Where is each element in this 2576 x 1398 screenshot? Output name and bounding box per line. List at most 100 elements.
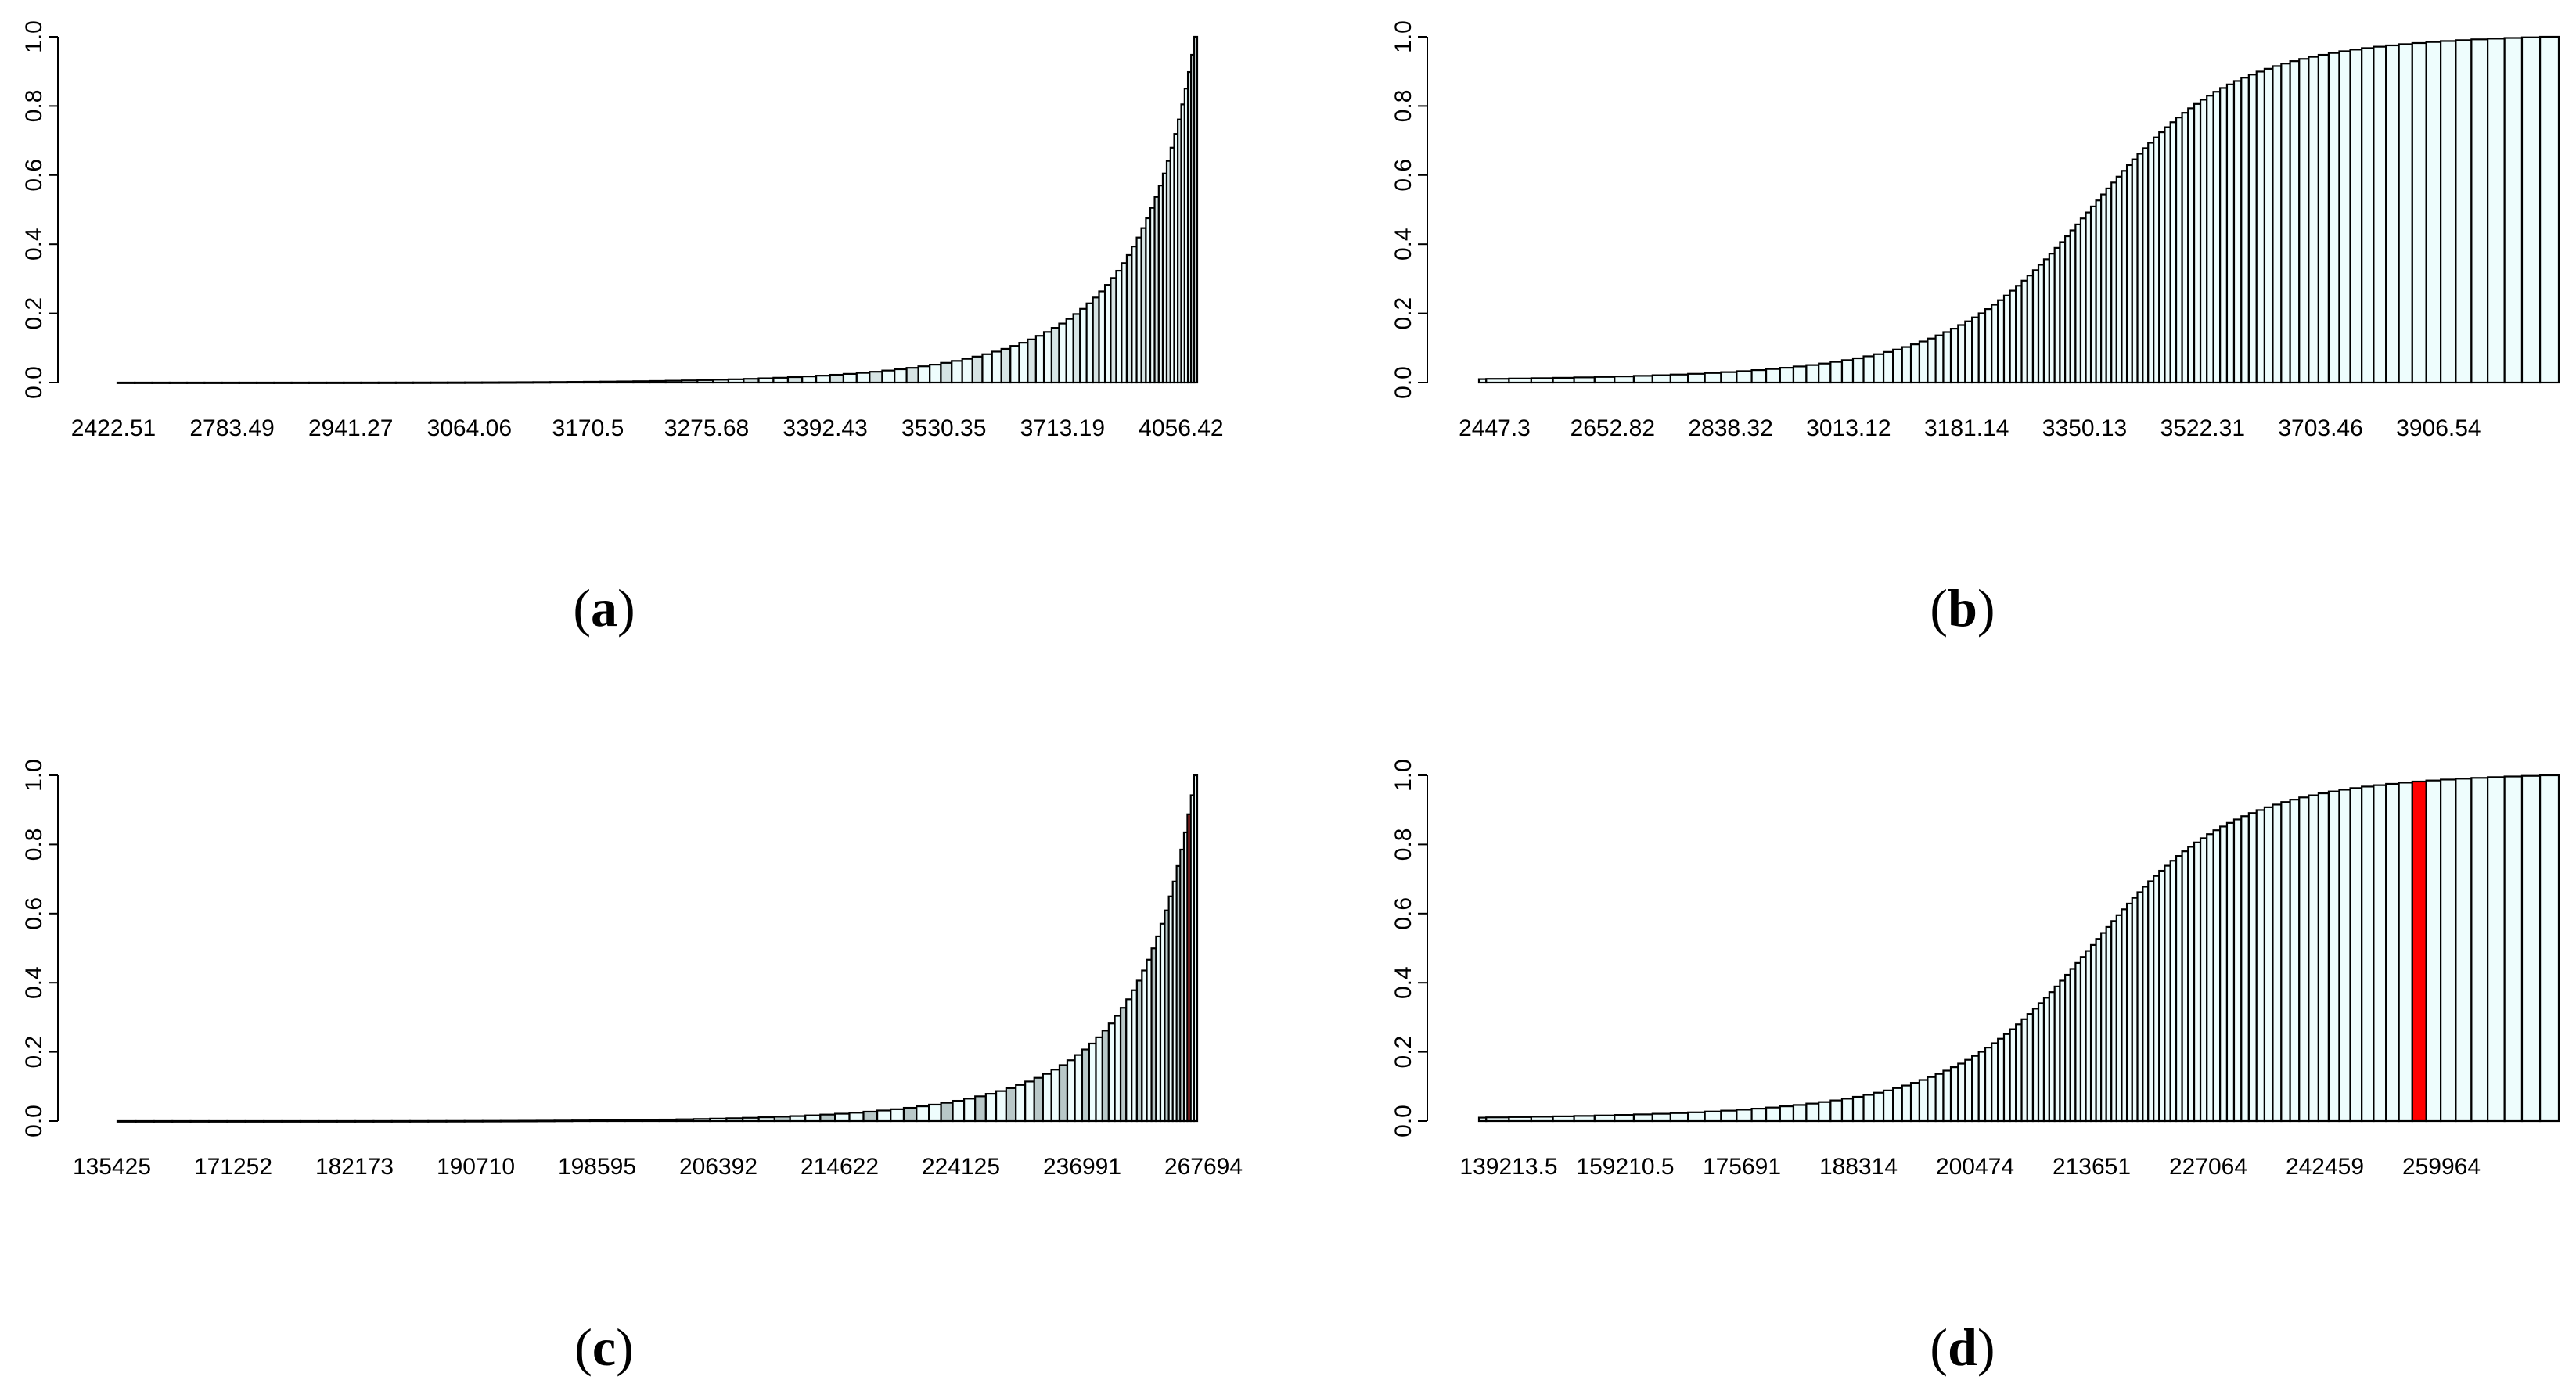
bar <box>1957 1062 1966 1123</box>
bar <box>1971 1055 1980 1123</box>
bar <box>743 378 760 384</box>
bar <box>1050 327 1060 384</box>
bar <box>1593 376 1616 384</box>
bar <box>1614 1114 1635 1123</box>
x-tick-label: 2941.27 <box>308 415 393 441</box>
bar <box>153 1119 174 1123</box>
bar <box>2487 38 2506 384</box>
bar <box>2317 53 2330 384</box>
bar <box>1704 372 1722 384</box>
y-tick-label: 0.6 <box>1391 159 1416 192</box>
bar <box>207 1119 228 1123</box>
bar-highlighted <box>2411 780 2427 1123</box>
bar <box>1074 1054 1084 1123</box>
bar <box>829 373 845 384</box>
bar <box>963 1098 977 1123</box>
bar <box>2385 782 2400 1123</box>
bar <box>1977 312 1987 384</box>
bar <box>1573 1115 1596 1123</box>
bar <box>1829 1099 1844 1123</box>
bar <box>984 1093 998 1123</box>
x-tick-label: 171252 <box>194 1154 272 1180</box>
bar <box>928 1103 942 1123</box>
bar <box>819 1113 836 1123</box>
bar <box>1792 365 1808 384</box>
bar <box>263 1119 283 1123</box>
y-tick-label: 0.0 <box>21 1105 47 1137</box>
bar <box>1530 377 1554 384</box>
x-tick-label: 198595 <box>558 1154 636 1180</box>
bar <box>2002 294 2011 384</box>
x-tick-label: 175691 <box>1703 1154 1781 1180</box>
y-axis-a: 0.0 0.2 0.4 0.6 0.8 1.0 <box>21 20 59 399</box>
x-tick-label: 139213.5 <box>1459 1154 1557 1180</box>
x-tick-label: 214622 <box>801 1154 879 1180</box>
bar <box>588 1119 609 1123</box>
bar <box>815 375 831 384</box>
bar <box>2308 56 2320 384</box>
bar <box>1552 1115 1575 1123</box>
bar <box>2199 837 2208 1123</box>
y-tick-label: 0.8 <box>21 828 47 861</box>
panel-label-b: (b) <box>1930 578 1995 638</box>
x-tick-label: 3181.14 <box>1924 415 2009 441</box>
bar <box>2398 43 2413 384</box>
bar <box>1005 1087 1017 1123</box>
y-tick-label: 0.8 <box>1391 828 1416 861</box>
bar <box>951 360 963 384</box>
bar <box>675 1118 695 1123</box>
bar-series-a <box>116 35 1199 384</box>
bar <box>1058 1064 1069 1123</box>
bar <box>2538 774 2560 1123</box>
bar <box>905 367 919 384</box>
bar <box>961 358 973 384</box>
bar <box>1901 346 1912 384</box>
bar <box>2232 80 2243 384</box>
bar <box>1765 1106 1781 1123</box>
bar <box>789 1115 807 1123</box>
bar <box>848 1112 865 1123</box>
bar <box>2255 809 2266 1123</box>
bar <box>1934 1073 1945 1123</box>
bar <box>1193 35 1199 384</box>
x-tick-label: 3713.19 <box>1020 415 1105 441</box>
bar <box>1000 347 1012 384</box>
bar <box>2187 846 2196 1123</box>
bar <box>902 1106 918 1123</box>
bar <box>2181 112 2189 384</box>
bar <box>2015 1023 2023 1123</box>
bar <box>2470 38 2489 384</box>
bar <box>2193 102 2202 384</box>
bar <box>1918 340 1929 384</box>
x-tick-label: 182173 <box>315 1154 394 1180</box>
x-tick-label: 224125 <box>922 1154 1000 1180</box>
bar <box>658 1118 678 1123</box>
bar <box>1779 367 1795 384</box>
bar <box>1034 335 1045 384</box>
bar <box>481 1119 502 1123</box>
bar <box>2298 58 2310 384</box>
bar <box>881 369 896 384</box>
bar <box>1632 1113 1653 1123</box>
bar <box>1066 1059 1076 1123</box>
bar <box>1088 1042 1097 1123</box>
bar <box>1949 1066 1959 1123</box>
bar <box>2212 91 2222 384</box>
bar <box>299 1119 320 1123</box>
bar-series-b <box>1477 35 2560 384</box>
panel-letter-a: a <box>591 578 617 638</box>
bar <box>2225 821 2236 1123</box>
bar <box>1957 324 1966 384</box>
bar <box>757 377 775 384</box>
bar <box>2247 74 2258 384</box>
bar <box>2280 63 2291 384</box>
bar <box>2193 841 2202 1123</box>
panel-label-d: (d) <box>1930 1317 1995 1377</box>
bar <box>773 1116 791 1123</box>
bar <box>1991 304 1999 384</box>
bar <box>2247 812 2258 1123</box>
bar <box>606 1119 626 1123</box>
bar <box>2263 67 2274 384</box>
x-tick-label: 267694 <box>1164 1154 1243 1180</box>
